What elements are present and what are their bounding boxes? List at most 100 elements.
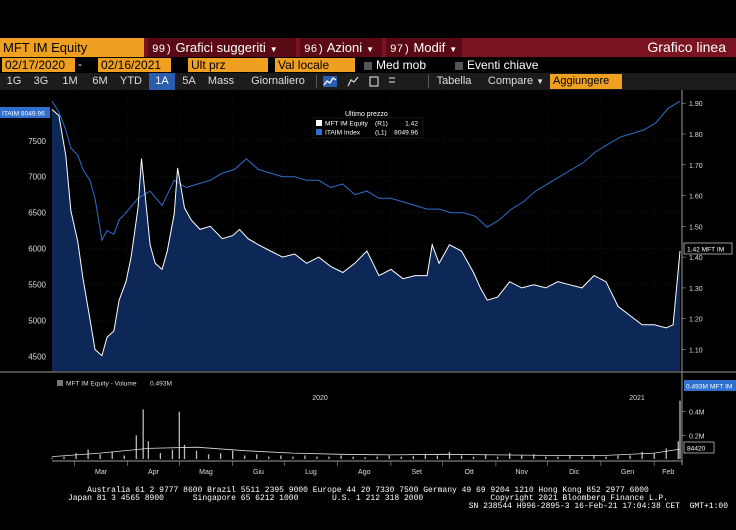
footer-line-1: Australia 61 2 9777 8600 Brazil 5511 239… — [87, 486, 649, 495]
draw-tool-icon[interactable] — [343, 73, 363, 90]
key-events-label: Eventi chiave — [467, 58, 539, 72]
volume-legend: MFT IM Equity - Volume 0.493M — [57, 380, 172, 388]
moving-average-label: Med mob — [376, 58, 427, 72]
right-axis-tick-label: 1.50 — [689, 224, 703, 231]
caret-down-icon: ▼ — [449, 45, 458, 54]
x-axis-month-label: Gen — [621, 469, 634, 476]
left-last-value-badge: ITAIM 8049.96 — [0, 107, 50, 118]
volume-axis-tick-label: 0.2M — [689, 433, 705, 440]
legend-name-itaim: ITAIM Index — [325, 130, 361, 137]
date-separator: - — [78, 57, 82, 71]
right-axis-tick-label: 1.90 — [689, 101, 703, 108]
legend-value-mft: 1.42 — [405, 121, 418, 128]
volume-ma-badge: 84420 — [683, 441, 715, 454]
legend-swatch-itaim — [316, 129, 322, 135]
caret-down-icon: ▼ — [366, 45, 375, 54]
price-field-select[interactable]: Ult prz — [188, 58, 268, 72]
caret-down-icon: ▼ — [536, 77, 545, 86]
zoom-icon[interactable] — [384, 73, 400, 90]
legend-box — [312, 117, 424, 139]
x-axis-month-label: Lug — [305, 469, 317, 476]
key-events-toggle[interactable]: Eventi chiave — [455, 57, 538, 73]
x-axis-month-label: Giu — [253, 469, 264, 476]
suggested-charts-menu[interactable]: 99) Grafici suggeriti ▼ — [148, 38, 296, 57]
right-axis-tick-label: 1.30 — [689, 286, 703, 293]
checkbox-icon — [455, 61, 463, 70]
volume-legend-value: 0.493M — [150, 381, 172, 388]
legend-axis-mft: (R1) — [375, 121, 388, 128]
range-1g[interactable]: 1G — [6, 75, 22, 87]
caret-down-icon: ▼ — [269, 45, 278, 54]
start-date-field[interactable]: 02/17/2020 — [2, 58, 75, 72]
toolbar-divider — [428, 75, 429, 88]
right-axis-tick-label: 1.10 — [689, 347, 703, 354]
left-axis-tick-label: 6500 — [28, 209, 46, 218]
right-axis-tick-label: 1.40 — [689, 255, 703, 262]
footer-line-2: Japan 81 3 4565 8900 Singapore 65 6212 1… — [67, 494, 669, 503]
x-axis-year-label: 2020 — [312, 395, 328, 402]
table-button[interactable]: Tabella — [436, 75, 472, 87]
x-axis-month-label: Nov — [515, 469, 528, 476]
x-axis-month-label: Dic — [569, 469, 580, 476]
volume-legend-label: MFT IM Equity - Volume — [66, 381, 137, 388]
right-axis-tick-label: 1.20 — [689, 317, 703, 324]
right-axis-tick-label: 1.60 — [689, 194, 703, 201]
left-axis-tick-label: 7000 — [28, 173, 46, 182]
range-max[interactable]: Mass — [207, 75, 235, 87]
menu-number: 96) — [304, 44, 324, 56]
compare-label: Compare — [487, 75, 534, 87]
range-ytd[interactable]: YTD — [120, 75, 142, 87]
edit-menu[interactable]: 97) Modif ▼ — [386, 38, 462, 57]
legend-axis-itaim: (L1) — [375, 130, 387, 137]
menu-label: Azioni — [326, 40, 363, 55]
moving-average-toggle[interactable]: Med mob — [364, 57, 426, 73]
series-line-mft-equity — [51, 109, 681, 357]
x-axis-month-label: Mar — [95, 469, 108, 476]
currency-select[interactable]: Val locale — [275, 58, 355, 72]
x-axis-month-label: Apr — [148, 469, 160, 476]
left-axis-tick-label: 4500 — [28, 353, 46, 362]
annotation-icon[interactable] — [366, 73, 382, 90]
menu-label: Modif — [413, 40, 446, 55]
add-security-button[interactable]: Aggiungere — [550, 74, 622, 89]
price-chart[interactable]: 4500 5000 5500 6000 6500 7000 7500 1.10 1.20 1.30… — [0, 90, 736, 530]
x-axis-month-label: Ago — [358, 469, 371, 476]
menu-label: Grafici suggeriti — [175, 40, 266, 55]
line-chart-icon[interactable] — [320, 73, 340, 90]
x-axis-month-label: Feb — [662, 469, 674, 476]
compare-menu[interactable]: Compare ▼ — [484, 73, 548, 90]
x-axis-month-label: Ott — [465, 469, 474, 476]
right-badge-text: 1.42 MFT IM — [687, 247, 724, 254]
volume-legend-swatch — [57, 380, 63, 386]
menu-number: 99) — [152, 44, 172, 56]
legend-value-itaim: 8049.96 — [394, 130, 418, 137]
x-axis-month-label: Mag — [199, 469, 213, 476]
x-axis-year-label: 2021 — [629, 395, 645, 402]
menu-number: 97) — [390, 44, 410, 56]
right-last-value-badge: 1.42 MFT IM — [683, 242, 733, 255]
actions-menu[interactable]: 96) Azioni ▼ — [300, 38, 382, 57]
legend-title: Ultimo prezzo — [345, 111, 388, 118]
range-3g[interactable]: 3G — [33, 75, 49, 87]
left-axis-tick-label: 5000 — [28, 317, 46, 326]
range-1m[interactable]: 1M — [62, 75, 78, 87]
left-axis-tick-label: 5500 — [28, 281, 46, 290]
volume-badge-text: 0.493M MFT IM — [686, 384, 732, 391]
left-axis-tick-label: 7500 — [28, 137, 46, 146]
price-area-fill — [52, 109, 680, 372]
series-line-itaim-index — [51, 100, 681, 242]
left-axis-tick-label: 6000 — [28, 245, 46, 254]
range-6m[interactable]: 6M — [92, 75, 108, 87]
volume-axis-tick-label: 0.4M — [689, 410, 705, 417]
volume-moving-average-line — [51, 446, 681, 457]
legend-name-mft: MFT IM Equity — [325, 121, 368, 128]
legend-swatch-mft — [316, 120, 322, 126]
range-1a[interactable]: 1A — [149, 73, 175, 90]
end-date-field[interactable]: 02/16/2021 — [98, 58, 171, 72]
ticker-field[interactable]: MFT IM Equity — [0, 38, 144, 57]
footer-line-3: SN 238544 H996-2895-3 16-Feb-21 17:04:38… — [468, 502, 728, 511]
range-5a[interactable]: 5A — [182, 75, 196, 87]
right-axis-tick-label: 1.70 — [689, 163, 703, 170]
frequency-select[interactable]: Giornaliero — [251, 75, 305, 87]
right-axis-tick-label: 1.80 — [689, 132, 703, 139]
